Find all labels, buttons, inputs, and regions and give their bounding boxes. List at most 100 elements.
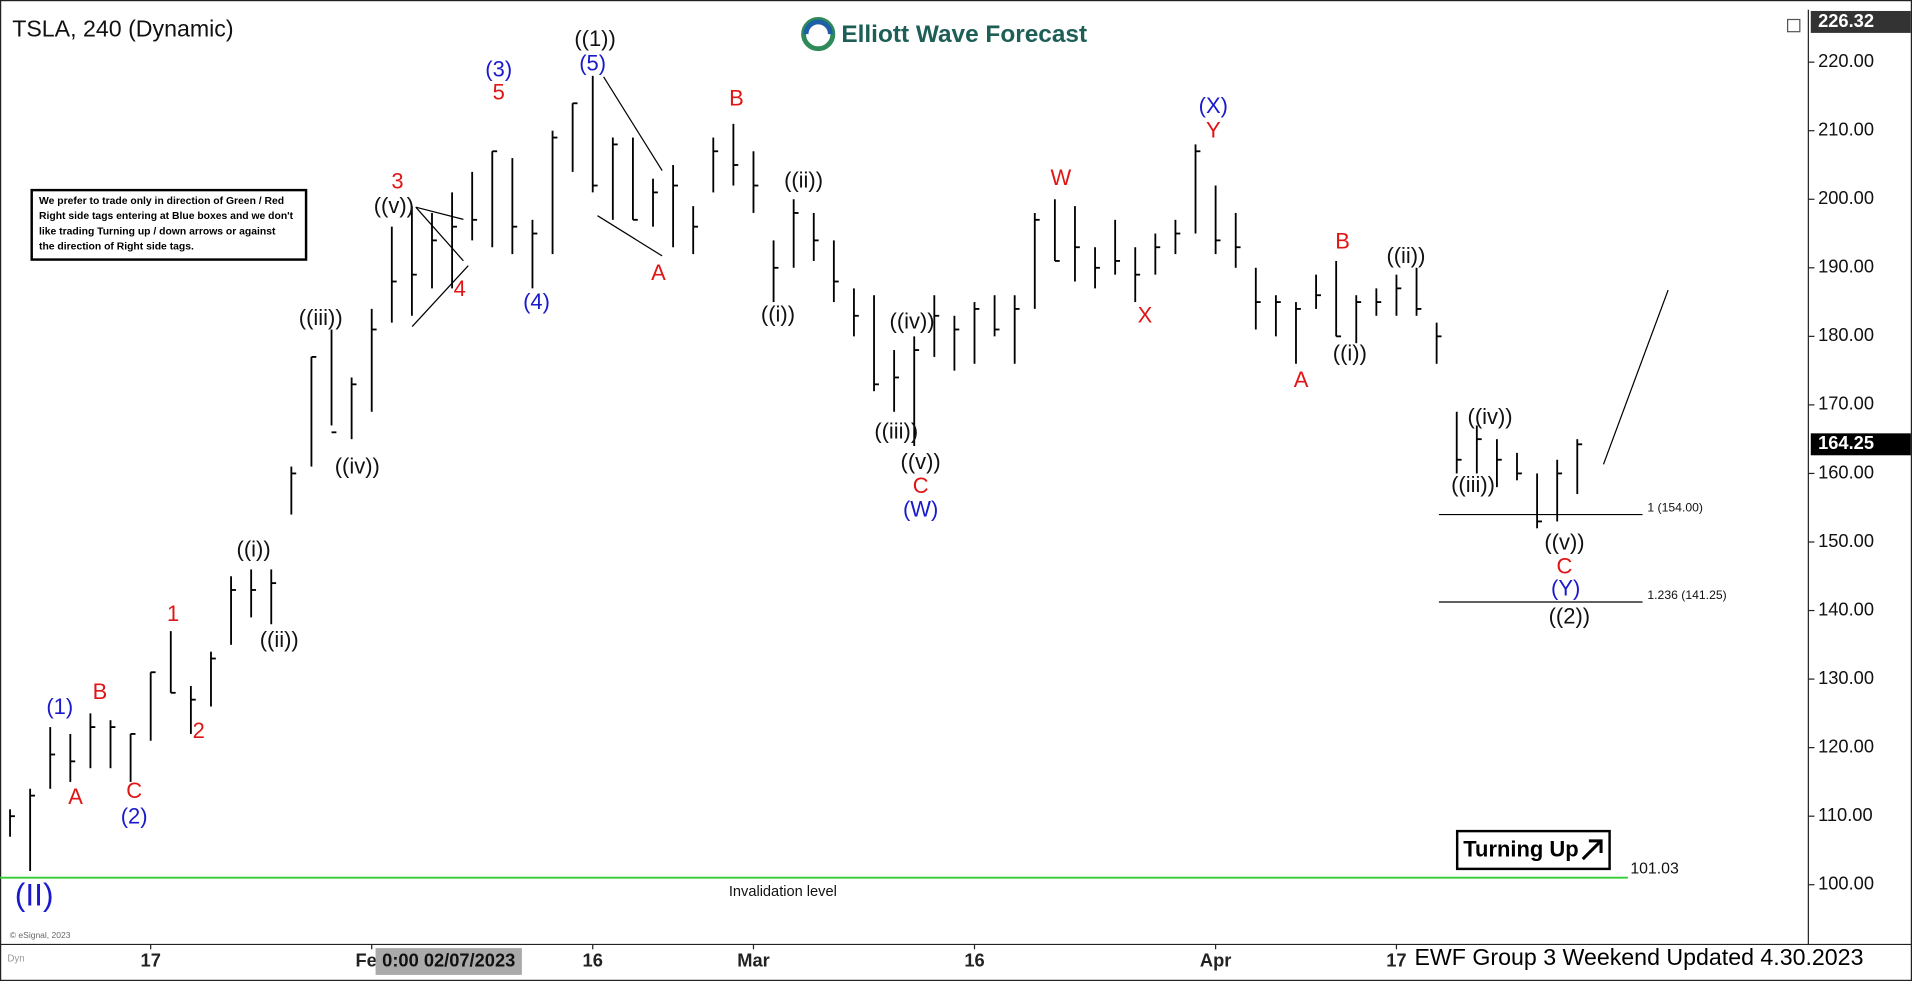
wave-label: C bbox=[913, 473, 929, 498]
wave-label: A bbox=[651, 260, 666, 285]
y-tick-label: 180.00 bbox=[1818, 324, 1874, 345]
wave-label: ((iv)) bbox=[1468, 404, 1513, 429]
x-tick-label: 17 bbox=[141, 949, 161, 970]
wave-label: ((iv)) bbox=[890, 309, 935, 334]
y-tick-label: 110.00 bbox=[1818, 804, 1873, 825]
high-price: 226.32 bbox=[1818, 10, 1874, 31]
source: © eSignal, 2023 bbox=[10, 930, 71, 940]
wave-label: ((2)) bbox=[1549, 604, 1590, 629]
wave-label: X bbox=[1138, 303, 1153, 328]
trend-line bbox=[597, 215, 663, 257]
y-tick-label: 210.00 bbox=[1818, 119, 1874, 140]
y-tick-label: 220.00 bbox=[1818, 50, 1874, 71]
wave-label: ((iii)) bbox=[1451, 472, 1495, 497]
y-tick-label: 100.00 bbox=[1818, 873, 1874, 894]
wave-label: ((ii)) bbox=[784, 167, 823, 192]
brand: Elliott Wave Forecast bbox=[841, 21, 1087, 48]
signal-frame bbox=[1455, 829, 1611, 871]
wave-label: ((iii)) bbox=[874, 418, 918, 443]
icon bbox=[1787, 18, 1801, 33]
wave-label: 3 bbox=[391, 169, 403, 194]
wave-label: C bbox=[1557, 554, 1573, 579]
wave-label: ((i)) bbox=[237, 537, 271, 562]
wave-label: ((ii)) bbox=[260, 627, 299, 652]
wave-label: 4 bbox=[454, 276, 466, 301]
y-tick-label: 150.00 bbox=[1818, 530, 1874, 551]
fib-label: 1 (154.00) bbox=[1647, 501, 1703, 515]
last-price: 164.25 bbox=[1818, 432, 1874, 453]
signal-text: Turning Up bbox=[1463, 836, 1578, 861]
note-line: the direction of Right side tags. bbox=[39, 242, 194, 253]
note: We prefer to trade only in direction of … bbox=[39, 196, 294, 253]
y-tick-label: 120.00 bbox=[1818, 735, 1874, 756]
wave-label: ((i)) bbox=[761, 301, 795, 326]
wave-label: ((1)) bbox=[574, 26, 615, 51]
x-tick-label: 17 bbox=[1386, 949, 1406, 970]
footer-bg bbox=[1412, 945, 1898, 975]
y-tick-label: 140.00 bbox=[1818, 598, 1874, 619]
wave-label: (II) bbox=[15, 876, 54, 912]
trend-line bbox=[603, 76, 663, 171]
wave-label: 5 bbox=[493, 80, 505, 105]
wave-label: (Y) bbox=[1551, 576, 1580, 601]
cursor-label: 0:00 02/07/2023 bbox=[382, 949, 515, 970]
wave-label: (4) bbox=[523, 289, 550, 314]
wave-label: (5) bbox=[579, 50, 606, 75]
wave-label: (3) bbox=[485, 56, 512, 81]
trend-line bbox=[411, 265, 469, 328]
note-line: We prefer to trade only in direction of … bbox=[39, 196, 284, 207]
y-tick-label: 170.00 bbox=[1818, 393, 1874, 414]
logo-arc bbox=[803, 19, 833, 35]
wave-label: B bbox=[93, 679, 108, 704]
y-tick-label: 190.00 bbox=[1818, 256, 1874, 277]
x-tick-label: 16 bbox=[583, 949, 603, 970]
wave-label: ((ii)) bbox=[1386, 243, 1425, 268]
wave-label: 2 bbox=[193, 718, 205, 743]
corner-label: Dyn bbox=[7, 954, 24, 965]
invalidation-value: 101.03 bbox=[1630, 860, 1679, 877]
wave-label: B bbox=[729, 86, 744, 111]
trend-line bbox=[415, 206, 464, 220]
wave-label: C bbox=[126, 778, 142, 803]
x-tick-label: Mar bbox=[737, 949, 769, 970]
wave-label: Y bbox=[1206, 117, 1221, 142]
cursor-label-bg bbox=[375, 948, 522, 975]
wave-label: ((v)) bbox=[901, 449, 941, 474]
wave-label: ((iv)) bbox=[335, 454, 380, 479]
wave-label: (2) bbox=[121, 804, 148, 829]
wave-label: A bbox=[1294, 367, 1309, 392]
note-line: like trading Turning up / down arrows or… bbox=[39, 226, 276, 237]
trend-line bbox=[415, 206, 464, 262]
footer: EWF Group 3 Weekend Updated 4.30.2023 bbox=[1414, 944, 1863, 970]
logo: Elliott Wave Forecast bbox=[801, 17, 1087, 52]
wave-label: (1) bbox=[46, 694, 73, 719]
signal-arrow bbox=[1581, 839, 1603, 861]
wave-label: 1 bbox=[167, 601, 179, 626]
signal-box: Turning Up bbox=[1455, 829, 1611, 871]
wave-label: ((i)) bbox=[1333, 340, 1367, 365]
chart-title: TSLA, 240 (Dynamic) bbox=[12, 16, 233, 42]
wave-label: (X) bbox=[1199, 93, 1228, 118]
fib-label: 1.236 (141.25) bbox=[1647, 588, 1726, 602]
y-tick-label: 160.00 bbox=[1818, 461, 1874, 482]
y-tick-label: 200.00 bbox=[1818, 187, 1874, 208]
wave-label: ((v)) bbox=[1544, 529, 1584, 554]
y-tick-label: 130.00 bbox=[1818, 667, 1874, 688]
wave-label: ((iii)) bbox=[299, 305, 343, 330]
x-tick-label: 16 bbox=[964, 949, 984, 970]
projection-line bbox=[1602, 289, 1669, 465]
note-box bbox=[30, 188, 308, 261]
wave-label: W bbox=[1051, 165, 1072, 190]
wave-label: (W) bbox=[903, 496, 938, 521]
wave-label: B bbox=[1335, 228, 1350, 253]
wave-label: A bbox=[68, 784, 83, 809]
high-price-tag bbox=[1810, 10, 1911, 33]
wave-label: ((v)) bbox=[374, 193, 414, 218]
invalidation-text: Invalidation level bbox=[729, 884, 837, 900]
x-tick-label: Apr bbox=[1200, 949, 1231, 970]
note-line: Right side tags entering at Blue boxes a… bbox=[39, 211, 294, 222]
last-price-tag bbox=[1810, 433, 1911, 456]
